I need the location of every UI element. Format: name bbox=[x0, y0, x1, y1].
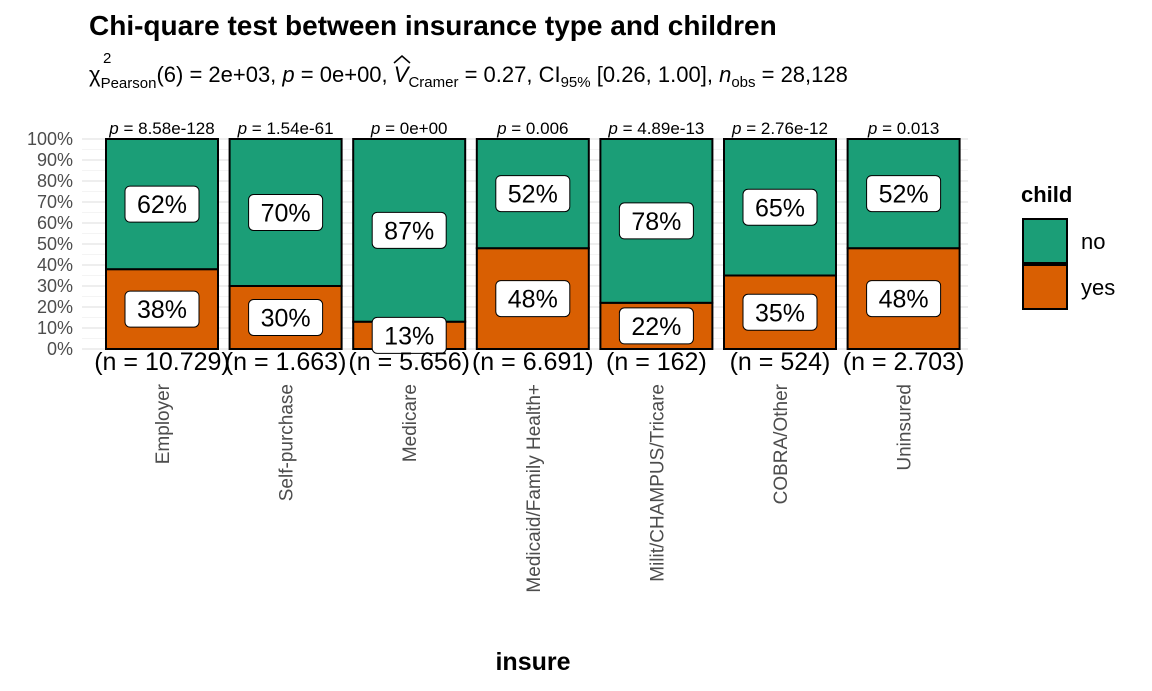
data-label: 35% bbox=[755, 299, 805, 327]
sample-size-label: (n = 162) bbox=[606, 348, 707, 376]
p-symbol: p bbox=[282, 62, 295, 87]
p-value-label: p = 0.006 bbox=[496, 119, 568, 138]
x-axis-title: insure bbox=[495, 648, 570, 676]
p-value-label: p = 0e+00 bbox=[370, 119, 448, 138]
data-label: 30% bbox=[261, 305, 311, 333]
n-symbol: n bbox=[719, 62, 732, 87]
x-tick-label: Medicare bbox=[400, 384, 421, 462]
chart-title: Chi-quare test between insurance type an… bbox=[89, 10, 777, 41]
data-label-box bbox=[124, 185, 200, 223]
p-value-label: p = 8.58e-128 bbox=[108, 119, 214, 138]
y-tick-label: 10% bbox=[37, 318, 73, 338]
chi-superscript: 2 bbox=[103, 50, 112, 67]
data-label: 52% bbox=[879, 181, 929, 209]
y-tick-label: 70% bbox=[37, 192, 73, 212]
legend-title: child bbox=[1021, 182, 1072, 207]
p-value-label: p = 2.76e-12 bbox=[731, 119, 828, 138]
x-tick-label: Self-purchase bbox=[277, 384, 298, 501]
data-label: 48% bbox=[879, 286, 929, 314]
v-symbol: V bbox=[393, 62, 409, 87]
sample-size-label: (n = 524) bbox=[730, 348, 831, 376]
sample-size-label: (n = 1.663) bbox=[225, 348, 347, 376]
p-rest: = 0e+00, bbox=[294, 62, 394, 87]
p-value-label: p = 0.013 bbox=[867, 119, 939, 138]
legend-key-yes bbox=[1022, 264, 1068, 310]
x-tick-label: Milit/CHAMPUS/Tricare bbox=[647, 384, 668, 582]
chi-subscript: Pearson bbox=[100, 75, 157, 92]
data-label-box bbox=[371, 316, 447, 354]
data-label-box bbox=[742, 188, 818, 226]
y-tick-label: 20% bbox=[37, 297, 73, 317]
data-label: 70% bbox=[261, 200, 311, 228]
x-tick-label: Employer bbox=[153, 383, 174, 464]
x-tick-label: Medicaid/Family Health+ bbox=[524, 384, 545, 593]
data-label: 52% bbox=[508, 181, 558, 209]
data-label-box bbox=[618, 307, 694, 345]
data-label-box bbox=[495, 280, 571, 318]
data-label-box bbox=[866, 280, 942, 318]
y-tick-label: 30% bbox=[37, 276, 73, 296]
legend-label: no bbox=[1081, 229, 1105, 254]
data-label-box bbox=[248, 194, 324, 231]
legend-key-no bbox=[1022, 218, 1068, 264]
n-rest: = 28,128 bbox=[755, 62, 848, 87]
data-label: 78% bbox=[631, 208, 681, 236]
ci-subscript: 95% bbox=[560, 74, 591, 91]
y-tick-label: 90% bbox=[37, 150, 73, 170]
chi-rest: (6) = 2e+03, bbox=[156, 62, 283, 87]
sample-size-label: (n = 5.656) bbox=[348, 348, 470, 376]
sample-size-label: (n = 6.691) bbox=[472, 348, 594, 376]
data-label: 87% bbox=[384, 217, 434, 245]
data-label-box bbox=[742, 293, 818, 331]
sample-size-label: (n = 10.729) bbox=[94, 348, 230, 376]
p-value-label: p = 1.54e-61 bbox=[237, 119, 334, 138]
y-tick-label: 0% bbox=[47, 339, 73, 359]
data-label: 38% bbox=[137, 296, 187, 324]
data-label: 48% bbox=[508, 286, 558, 314]
data-label-box bbox=[866, 175, 942, 213]
data-label-box bbox=[248, 299, 324, 336]
data-label: 22% bbox=[631, 313, 681, 341]
v-rest: = 0.27, CI bbox=[458, 62, 561, 87]
data-label-box bbox=[371, 211, 447, 249]
n-subscript: obs bbox=[731, 74, 756, 91]
y-tick-label: 80% bbox=[37, 171, 73, 191]
legend-label: yes bbox=[1081, 275, 1115, 300]
data-label-box bbox=[124, 290, 200, 328]
y-tick-label: 60% bbox=[37, 213, 73, 233]
y-tick-label: 100% bbox=[27, 129, 73, 149]
y-tick-label: 50% bbox=[37, 234, 73, 254]
ci-rest: [0.26, 1.00], bbox=[590, 62, 720, 87]
sample-size-label: (n = 2.703) bbox=[843, 348, 965, 376]
x-tick-label: Uninsured bbox=[895, 384, 916, 471]
data-label-box bbox=[495, 175, 571, 213]
v-subscript: Cramer bbox=[408, 74, 459, 91]
y-tick-label: 40% bbox=[37, 255, 73, 275]
data-label-box bbox=[618, 202, 694, 240]
data-label: 62% bbox=[137, 191, 187, 219]
data-label: 13% bbox=[384, 322, 434, 350]
p-value-label: p = 4.89e-13 bbox=[607, 119, 704, 138]
x-tick-label: COBRA/Other bbox=[771, 383, 792, 504]
data-label: 65% bbox=[755, 194, 805, 222]
chi-symbol: χ bbox=[89, 62, 101, 87]
chart-subtitle: χ 2 Pearson(6) = 2e+03, p = 0e+00, VCramer… bbox=[89, 50, 848, 92]
